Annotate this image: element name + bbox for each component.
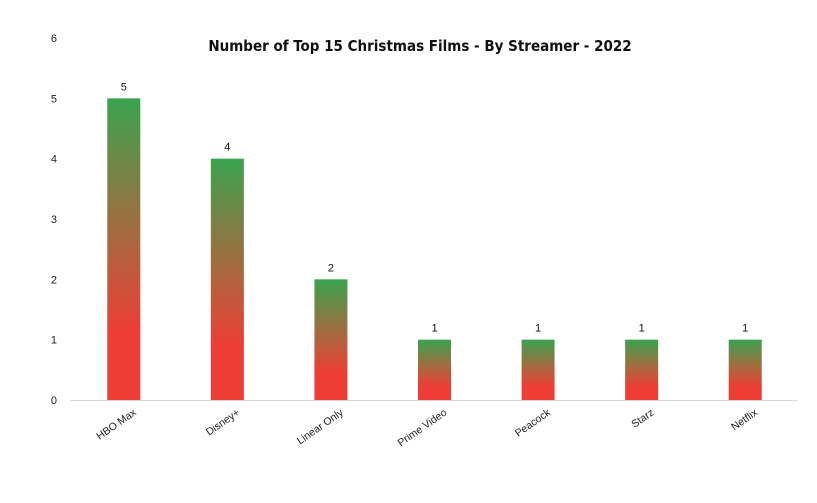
bar xyxy=(728,339,762,400)
data-label: 1 xyxy=(639,323,645,335)
y-tick-label: 4 xyxy=(51,154,57,166)
bar xyxy=(314,279,348,400)
bar xyxy=(625,339,659,400)
x-category-label: Starz xyxy=(629,407,656,431)
y-tick-label: 1 xyxy=(51,335,57,347)
x-category-label: Prime Video xyxy=(396,407,450,450)
data-label: 4 xyxy=(224,142,230,154)
bar xyxy=(210,158,244,400)
data-label: 1 xyxy=(742,323,748,335)
bar xyxy=(521,339,555,400)
bar xyxy=(418,339,451,400)
y-tick-label: 2 xyxy=(51,274,57,286)
data-label: 1 xyxy=(431,323,437,335)
x-category-label: HBO Max xyxy=(94,406,139,442)
x-category-label: Peacock xyxy=(513,406,553,439)
data-label: 5 xyxy=(121,81,127,93)
x-category-label: Disney+ xyxy=(204,407,242,439)
chart-title: Number of Top 15 Christmas Films - By St… xyxy=(208,37,631,55)
data-label: 2 xyxy=(328,262,334,274)
y-tick-label: 6 xyxy=(51,33,57,45)
y-tick-label: 3 xyxy=(51,214,57,226)
y-axis-ticks: 0 1 2 3 4 5 6 xyxy=(51,33,57,407)
x-axis-categories: HBO Max Disney+ Linear Only Prime Video Peac… xyxy=(94,406,760,449)
bar xyxy=(107,98,141,400)
data-labels: 5 4 2 1 1 1 1 xyxy=(121,81,749,334)
y-tick-label: 5 xyxy=(51,93,57,105)
bars xyxy=(107,98,762,400)
data-label: 1 xyxy=(535,323,541,335)
y-tick-label: 0 xyxy=(51,395,57,407)
x-category-label: Linear Only xyxy=(295,406,346,447)
x-category-label: Netflix xyxy=(729,406,760,433)
